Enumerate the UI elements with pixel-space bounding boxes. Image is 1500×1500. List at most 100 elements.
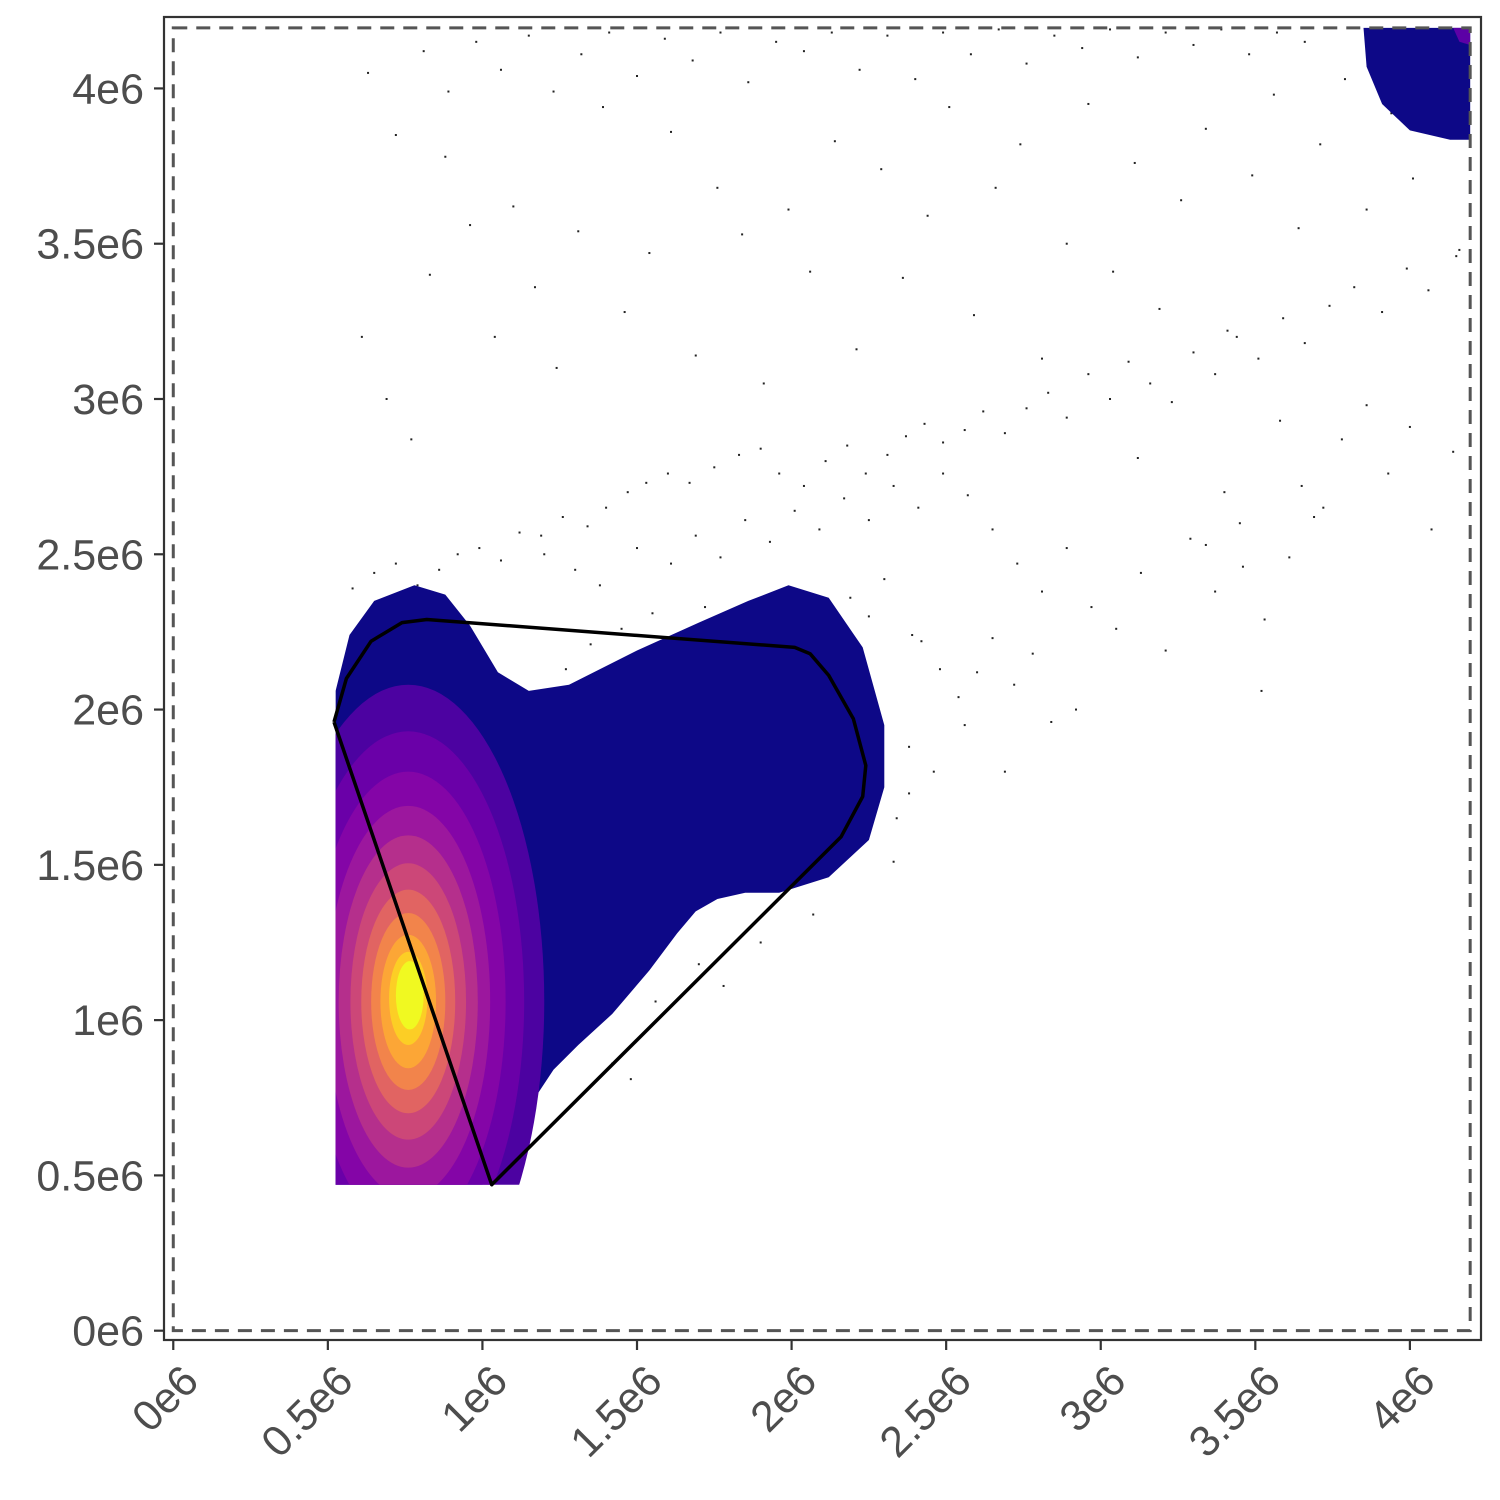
scatter-point [768, 540, 771, 543]
scatter-point [1192, 43, 1195, 46]
density-contours [335, 27, 1471, 1185]
x-tick-label: 0e6 [123, 1357, 208, 1442]
scatter-point [1019, 143, 1022, 146]
scatter-point [1204, 543, 1207, 546]
scatter-point [802, 50, 805, 53]
scatter-point [1365, 208, 1368, 211]
scatter-point [422, 50, 425, 53]
y-axis: 0e6 0.5e6 1e6 1.5e6 2e6 2.5e6 3e6 3.5e6 4e6 [36, 65, 164, 1356]
y-tick-label: 0e6 [72, 1308, 144, 1356]
scatter-point [747, 81, 750, 84]
scatter-point [1090, 606, 1093, 609]
scatter-point [1411, 177, 1414, 180]
scatter-point [849, 596, 852, 599]
y-tick-label: 3.5e6 [36, 221, 144, 269]
scatter-point [1180, 199, 1183, 202]
scatter-point [533, 286, 536, 289]
scatter-point [904, 435, 907, 438]
scatter-point [917, 506, 920, 509]
scatter-point [478, 547, 481, 550]
scatter-point [670, 130, 673, 133]
scatter-point [670, 562, 673, 565]
scatter-point [1458, 248, 1461, 251]
scatter-point [1013, 683, 1016, 686]
panel-border [162, 15, 1483, 1342]
scatter-point [963, 429, 966, 432]
scatter-point [957, 696, 960, 699]
scatter-point [1297, 227, 1300, 230]
scatter-point [1405, 267, 1408, 270]
scatter-point [716, 186, 719, 189]
scatter-point [1109, 28, 1112, 31]
scatter-point [1047, 391, 1050, 394]
scatter-point [629, 1078, 632, 1081]
scatter-point [1075, 708, 1078, 711]
scatter-point [1260, 689, 1263, 692]
scatter-point [901, 276, 904, 279]
scatter-point [493, 335, 496, 338]
scatter-point [1081, 47, 1084, 50]
scatter-point [942, 441, 945, 444]
scatter-point [1272, 93, 1275, 96]
scatter-point [1109, 397, 1112, 400]
scatter-point [694, 354, 697, 357]
scatter-point [666, 472, 669, 475]
scatter-point [911, 634, 914, 637]
scatter-point [1226, 329, 1229, 332]
scatter-point [518, 531, 521, 534]
scatter-point [645, 481, 648, 484]
scatter-point [1390, 112, 1393, 115]
scatter-point [1003, 432, 1006, 435]
scatter-point [775, 40, 778, 43]
scatter-point [1041, 357, 1043, 360]
scatter-point [1235, 335, 1238, 338]
scatter-point [759, 447, 762, 450]
scatter-point [719, 556, 722, 559]
scatter-point [1275, 31, 1278, 34]
scatter-point [778, 472, 781, 475]
gate-polygon [332, 617, 868, 1187]
y-tick-label: 2.5e6 [36, 531, 144, 579]
scatter-point [864, 472, 867, 475]
scatter-point [1204, 127, 1207, 130]
scatter-point [410, 438, 413, 441]
scatter-point [499, 559, 502, 562]
scatter-point [1300, 484, 1303, 487]
scatter-point [1303, 342, 1306, 345]
scatter-point [555, 366, 558, 369]
scatter-point [512, 205, 515, 208]
bounds-rectangle [171, 26, 1472, 1333]
scatter-point [564, 668, 567, 671]
scatter-point [694, 534, 697, 537]
scatter-point [762, 382, 765, 385]
scatter-point [1158, 307, 1161, 310]
y-tick-label: 3e6 [72, 376, 144, 424]
scatter-point [812, 913, 815, 916]
scatter-point [830, 31, 833, 34]
x-tick-label: 4e6 [1360, 1357, 1445, 1442]
scatter-point [456, 553, 459, 556]
scatter-point [586, 525, 589, 528]
scatter-point [444, 155, 447, 158]
scatter-point [691, 59, 694, 62]
scatter-point [1031, 652, 1034, 655]
scatter-point [1041, 590, 1043, 593]
scatter-point [942, 31, 945, 34]
scatter-point [475, 40, 478, 43]
scatter-point [982, 410, 985, 413]
scatter-point [663, 37, 666, 40]
scatter-point [351, 587, 354, 590]
scatter-point [1016, 562, 1019, 565]
scatter-point [1248, 53, 1251, 56]
scatter-point [1241, 565, 1244, 568]
scatter-point [648, 252, 651, 255]
scatter-point [1282, 317, 1285, 320]
scatter-point [1214, 373, 1217, 376]
y-tick-label: 1.5e6 [36, 842, 144, 890]
scatter-point [1136, 457, 1139, 459]
scatter-point [1313, 516, 1316, 519]
scatter-point [589, 643, 592, 646]
scatter-point [969, 53, 972, 56]
gate-layer [332, 617, 868, 1187]
scatter-point [1189, 537, 1192, 540]
